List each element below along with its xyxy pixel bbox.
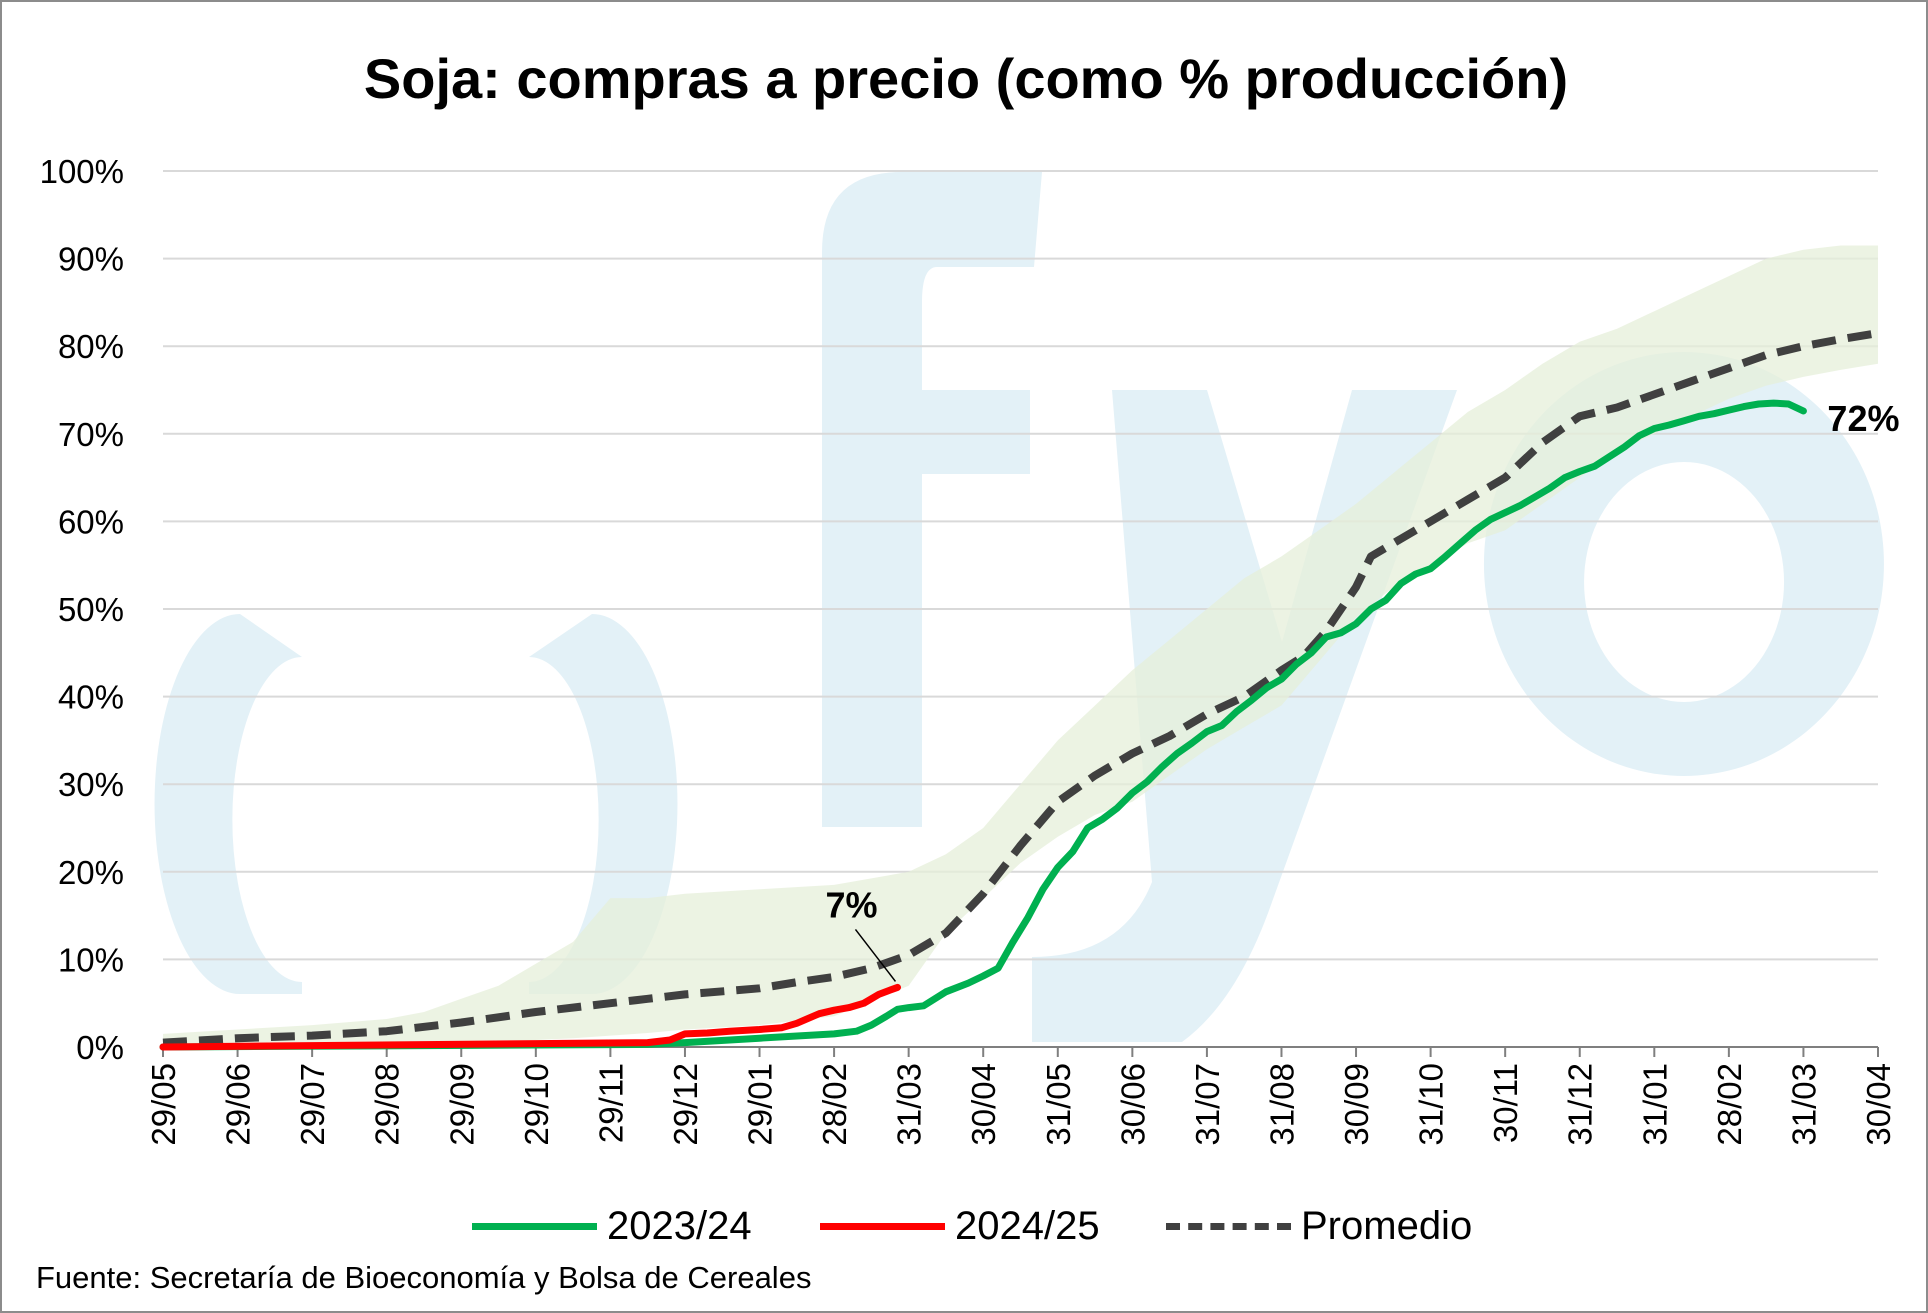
y-tick-label: 40% [58,679,124,716]
legend: 2023/24 2024/25 Promedio [2,1198,1928,1254]
y-tick-label: 70% [58,416,124,453]
data-label-2024-25-end: 7% [825,884,877,925]
y-tick-label: 50% [58,591,124,628]
legend-label-promedio: Promedio [1301,1203,1473,1248]
x-tick-label: 29/07 [294,1063,331,1146]
x-tick-label: 29/06 [220,1063,257,1146]
y-tick-label: 30% [58,766,124,803]
y-tick-label: 20% [58,854,124,891]
x-tick-label: 30/11 [1487,1063,1524,1143]
y-tick-label: 10% [58,941,124,978]
x-tick-label: 30/04 [1860,1063,1897,1146]
x-tick-label: 31/05 [1040,1063,1077,1146]
series-layer [159,329,1879,1051]
y-tick-label: 100% [40,153,124,190]
x-tick-label: 31/12 [1562,1063,1599,1146]
y-tick-label: 80% [58,328,124,365]
legend-swatch-2024-25 [820,1222,945,1230]
chart-title: Soja: compras a precio (como % producció… [363,47,1569,110]
legend-item-promedio: Promedio [1166,1198,1472,1254]
x-tick-label: 31/07 [1189,1063,1226,1146]
x-tick-label: 30/04 [965,1063,1002,1146]
data-labels: 72% 7% [825,398,1899,982]
x-tick-label: 30/06 [1114,1063,1151,1146]
gridlines [163,170,1878,961]
y-tick-label: 60% [58,503,124,540]
series-line-2023-24 [159,399,1807,1051]
x-tick-label: 29/09 [443,1063,480,1146]
x-tick-label: 29/01 [742,1063,779,1146]
y-tick-label: 90% [58,241,124,278]
x-tick-label: 28/02 [1711,1063,1748,1146]
axes: 0% 10% 20% 30% 40% 50% 60% 70% 80% 90% 100% 29/05 29… [40,153,1897,1146]
legend-item-2024-25: 2024/25 [820,1198,1100,1254]
legend-item-2023-24: 2023/24 [472,1198,752,1254]
x-tick-label: 28/02 [816,1063,853,1146]
legend-label-2023-24: 2023/24 [607,1203,752,1248]
x-tick-label: 29/11 [592,1063,629,1143]
x-tick-label: 29/10 [518,1063,555,1146]
x-tick-label: 31/01 [1636,1063,1673,1146]
y-tick-label: 0% [76,1029,124,1066]
x-tick-label: 29/05 [145,1063,182,1146]
legend-swatch-promedio [1166,1222,1291,1230]
series-line-2024-25 [159,983,901,1051]
x-tick-label: 29/12 [667,1063,704,1146]
source-note: Fuente: Secretaría de Bioeconomía y Bols… [36,1260,812,1295]
data-label-leader-2024-25 [854,928,897,982]
x-tick-label: 29/08 [369,1063,406,1146]
legend-swatch-2023-24 [472,1222,597,1230]
x-tick-label: 30/09 [1338,1063,1375,1146]
x-tick-label: 31/03 [1785,1063,1822,1146]
legend-label-2024-25: 2024/25 [955,1203,1100,1248]
x-tick-label: 31/10 [1413,1063,1450,1146]
x-tick-label: 31/08 [1263,1063,1300,1146]
fyo-watermark-logo [154,172,1884,1042]
x-tick-label: 31/03 [891,1063,928,1146]
data-label-2023-24-end: 72% [1827,398,1899,439]
historical-range-band [163,245,1878,1047]
series-line-promedio [162,329,1879,1047]
